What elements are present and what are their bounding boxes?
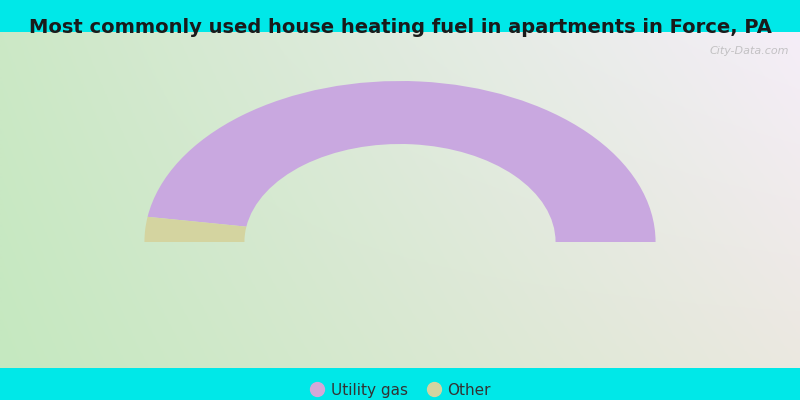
Wedge shape (147, 81, 655, 242)
Legend: Utility gas, Other: Utility gas, Other (303, 377, 497, 400)
Text: Most commonly used house heating fuel in apartments in Force, PA: Most commonly used house heating fuel in… (29, 18, 771, 37)
Text: City-Data.com: City-Data.com (710, 46, 789, 56)
Wedge shape (145, 217, 246, 242)
